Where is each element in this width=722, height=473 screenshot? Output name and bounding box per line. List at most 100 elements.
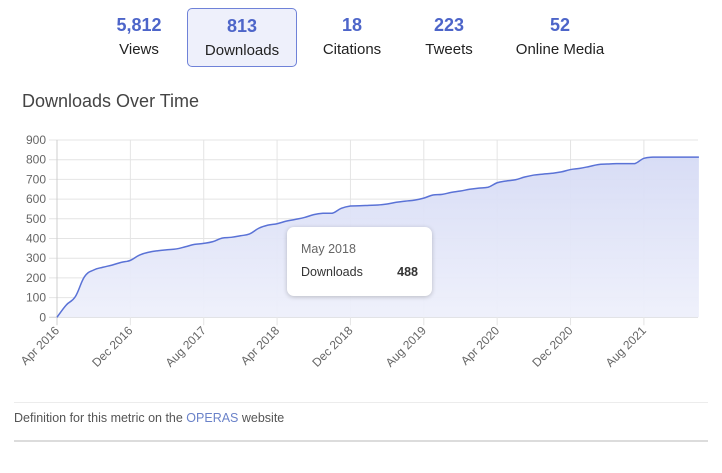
data-point[interactable] [63,302,69,308]
data-point[interactable] [82,274,88,280]
metrics-bar: 5,812 Views 813 Downloads 18 Citations 2… [0,8,722,68]
y-tick-label: 0 [39,310,46,324]
y-axis: 0 100 200 300 400 500 600 700 800 900 [26,133,46,324]
downloads-line [56,156,699,318]
y-tick-label: 100 [26,291,46,305]
data-point[interactable] [503,178,509,184]
data-point[interactable] [586,164,592,170]
data-point[interactable] [292,216,298,222]
data-point[interactable] [283,218,289,224]
data-point[interactable] [494,180,500,186]
x-tick-label: Apr 2016 [18,323,63,368]
data-point[interactable] [430,192,436,198]
data-point[interactable] [632,161,638,167]
metric-citations[interactable]: 18 Citations [310,8,394,67]
data-point[interactable] [595,162,601,168]
data-point[interactable] [457,188,463,194]
data-point[interactable] [384,201,390,207]
data-point[interactable] [219,235,225,241]
definition-suffix: website [238,411,285,425]
data-point[interactable] [302,214,308,220]
data-point[interactable] [476,185,482,191]
data-point[interactable] [228,234,234,240]
data-point[interactable] [558,169,564,175]
data-point[interactable] [329,210,335,216]
tooltip-value: 488 [397,265,418,279]
data-point[interactable] [577,165,583,171]
data-point[interactable] [678,154,684,160]
data-point[interactable] [540,171,546,177]
definition-prefix: Definition for this metric on the [14,411,187,425]
data-point[interactable] [54,314,60,320]
data-point[interactable] [613,161,619,167]
data-point[interactable] [641,155,647,161]
data-point[interactable] [91,267,97,273]
metric-online-media-label: Online Media [515,41,605,58]
data-point[interactable] [421,195,427,201]
data-point[interactable] [311,212,317,218]
y-tick-label: 600 [26,192,46,206]
data-point[interactable] [146,249,152,255]
footer-divider-bottom [14,440,708,442]
data-point[interactable] [237,233,243,239]
data-point[interactable] [668,154,674,160]
data-point[interactable] [623,161,629,167]
y-tick-label: 200 [26,271,46,285]
data-point[interactable] [109,262,115,268]
data-point[interactable] [72,294,78,300]
data-point[interactable] [118,259,124,265]
data-point[interactable] [402,198,408,204]
metric-downloads[interactable]: 813 Downloads [187,8,297,67]
data-point[interactable] [531,172,537,178]
x-tick-label: Apr 2020 [458,323,503,368]
data-point[interactable] [650,154,656,160]
data-point[interactable] [439,191,445,197]
data-point[interactable] [274,221,280,227]
data-point[interactable] [393,199,399,205]
data-point[interactable] [448,189,454,195]
data-point[interactable] [201,240,207,246]
data-point[interactable] [338,205,344,211]
x-tick-label: Aug 2021 [603,323,649,369]
operas-link[interactable]: OPERAS [186,411,239,425]
data-point[interactable] [155,248,161,254]
data-point[interactable] [100,264,106,270]
y-tick-label: 300 [26,251,46,265]
data-point[interactable] [357,203,363,209]
metric-tweets-value: 223 [433,15,465,35]
footer-divider-top [14,402,708,403]
data-point[interactable] [256,225,262,231]
data-point[interactable] [513,177,519,183]
data-point[interactable] [522,174,528,180]
y-tick-label: 400 [26,232,46,246]
data-point[interactable] [173,246,179,252]
data-point[interactable] [687,154,693,160]
data-point[interactable] [247,231,253,237]
data-point[interactable] [375,202,381,208]
data-point[interactable] [320,210,326,216]
data-point[interactable] [549,170,555,176]
x-tick-label: Apr 2018 [238,323,283,368]
data-point[interactable] [696,154,702,160]
data-point[interactable] [604,161,610,167]
data-point[interactable] [192,241,198,247]
metric-tweets-label: Tweets [425,41,473,58]
data-point[interactable] [467,186,473,192]
data-point[interactable] [210,239,216,245]
metric-views[interactable]: 5,812 Views [96,8,182,67]
data-point[interactable] [164,247,170,253]
data-point[interactable] [347,203,353,209]
data-point[interactable] [568,167,574,173]
data-point[interactable] [485,184,491,190]
data-point[interactable] [182,244,188,250]
data-point[interactable] [137,252,143,258]
metric-online-media[interactable]: 52 Online Media [505,8,615,67]
metric-views-value: 5,812 [116,15,162,35]
data-point[interactable] [659,154,665,160]
metric-tweets[interactable]: 223 Tweets [409,8,489,67]
data-point[interactable] [127,257,133,263]
data-point[interactable] [265,222,271,228]
data-point[interactable] [366,202,372,208]
y-tick-label: 700 [26,172,46,186]
data-point[interactable] [412,197,418,203]
